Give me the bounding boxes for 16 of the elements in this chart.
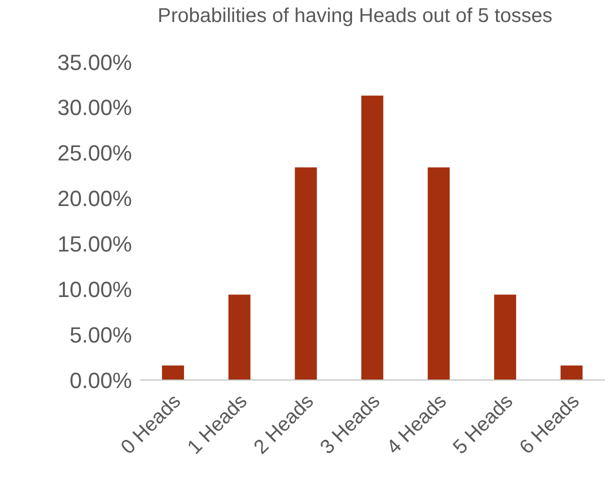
y-tick-label: 5.00% [70, 322, 132, 348]
bar [294, 167, 317, 380]
bar [361, 96, 384, 380]
y-tick-label: 35.00% [57, 50, 132, 75]
bar [494, 294, 516, 380]
bar [428, 167, 450, 380]
y-tick-label: 30.00% [57, 95, 132, 120]
chart-title: Probabilities of having Heads out of 5 tosses [156, 4, 554, 28]
bar [228, 294, 250, 380]
y-tick-label: 15.00% [57, 232, 132, 257]
y-tick-label: 20.00% [57, 186, 132, 212]
bar [162, 365, 184, 380]
bar [560, 365, 583, 380]
y-tick-label: 25.00% [57, 140, 132, 166]
y-tick-label: 10.00% [57, 276, 132, 302]
y-tick-label: 0.00% [70, 368, 132, 393]
